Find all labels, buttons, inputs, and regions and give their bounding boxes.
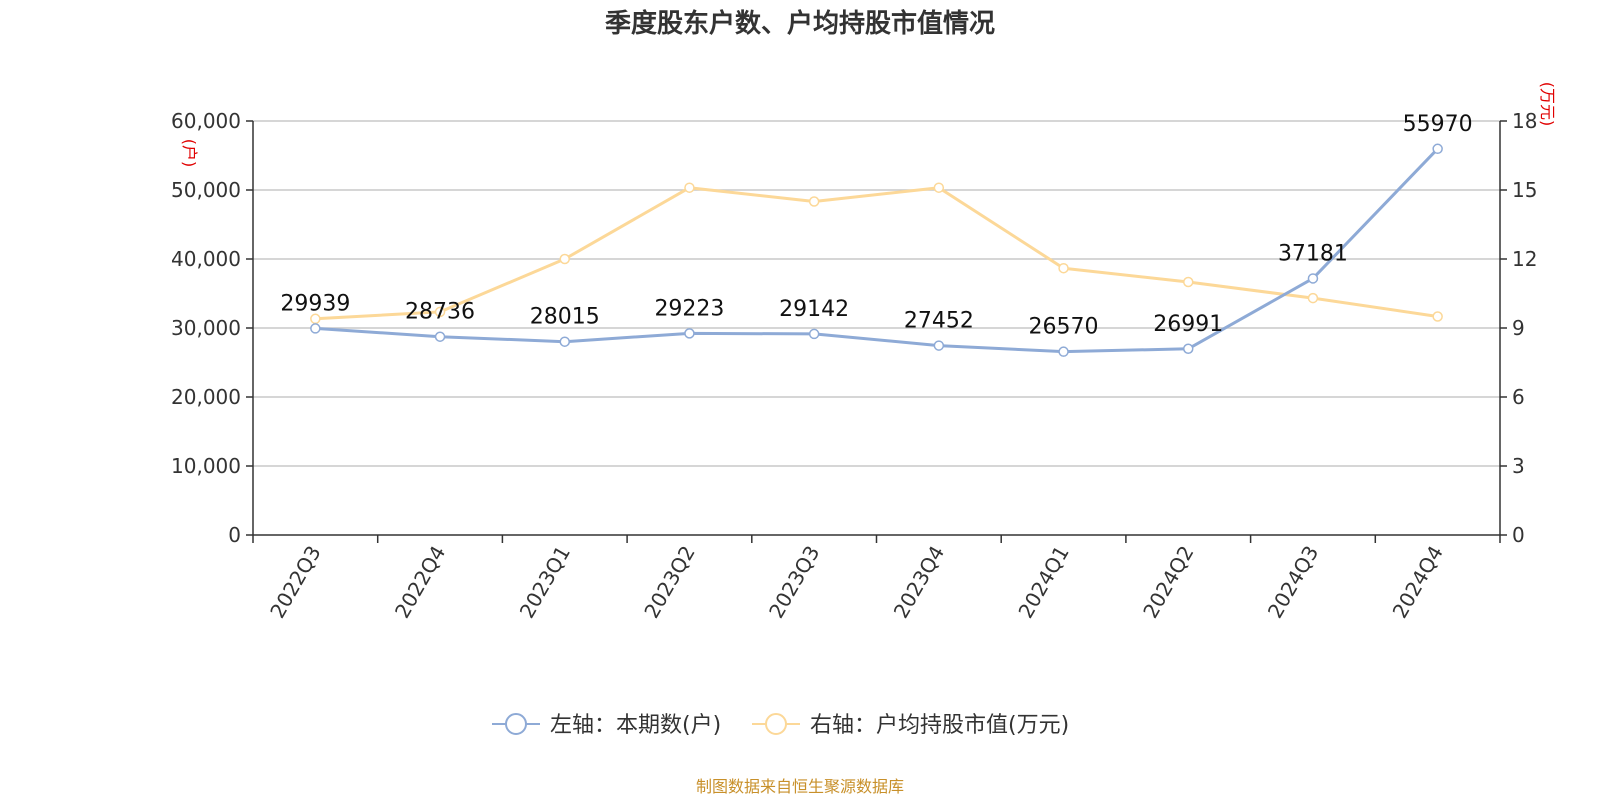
data-label: 37181: [1278, 241, 1348, 266]
right-axis-ticks: 0 3 6 9 12 15 18: [1500, 109, 1537, 547]
data-point-right[interactable]: [559, 253, 570, 265]
x-tick-label: 2022Q4: [390, 542, 450, 623]
data-point-right[interactable]: [684, 182, 695, 193]
x-tick-label: 2023Q1: [515, 542, 575, 623]
x-tick-label: 2024Q3: [1263, 542, 1323, 623]
data-label: 27452: [904, 309, 974, 334]
data-label: 28736: [405, 300, 475, 325]
series-layer: [310, 143, 1443, 357]
left-tick-label: 20,000: [171, 385, 241, 409]
data-label: 26570: [1029, 315, 1099, 340]
series-line-right: [315, 186, 1438, 321]
data-point-right[interactable]: [1432, 311, 1443, 322]
data-label: 26991: [1153, 312, 1223, 337]
left-tick-label: 60,000: [171, 109, 241, 133]
legend-label-right: 右轴：户均持股市值(万元): [810, 713, 1069, 738]
data-point-left[interactable]: [1307, 273, 1319, 284]
data-label: 29142: [779, 297, 849, 322]
x-tick-label: 2024Q4: [1388, 542, 1448, 623]
legend-label-left: 左轴：本期数(户): [550, 713, 721, 738]
right-tick-label: 6: [1512, 385, 1525, 409]
grid-lines: [253, 120, 1500, 467]
left-tick-label: 50,000: [171, 178, 241, 202]
data-point-left[interactable]: [1183, 343, 1194, 355]
left-tick-label: 0: [228, 523, 241, 547]
x-tick-label: 2024Q2: [1138, 542, 1198, 623]
legend-marker-circle-icon: [505, 713, 527, 735]
legend-item-right[interactable]: 右轴：户均持股市值(万元): [752, 713, 1069, 738]
right-tick-label: 0: [1512, 523, 1525, 547]
series-line-left: [315, 147, 1439, 354]
x-tick-label: 2023Q2: [639, 542, 699, 623]
right-tick-label: 15: [1512, 178, 1537, 202]
data-point-right[interactable]: [1307, 292, 1319, 304]
data-point-right[interactable]: [1183, 276, 1194, 288]
data-point-right[interactable]: [434, 306, 446, 318]
chart-title: 季度股东户数、户均持股市值情况: [605, 8, 995, 39]
legend: 左轴：本期数(户) 右轴：户均持股市值(万元): [492, 713, 1069, 738]
right-tick-label: 3: [1512, 454, 1525, 478]
series-left: [310, 143, 1443, 357]
data-label: 55970: [1403, 112, 1473, 137]
x-tick-label: 2023Q4: [889, 542, 949, 623]
x-tick-label: 2024Q1: [1013, 542, 1073, 623]
left-tick-label: 30,000: [171, 316, 241, 340]
data-source: 制图数据来自恒生聚源数据库: [696, 777, 904, 796]
data-point-left[interactable]: [559, 336, 570, 347]
right-tick-label: 12: [1512, 247, 1537, 271]
right-tick-label: 9: [1512, 316, 1525, 340]
right-tick-label: 18: [1512, 109, 1537, 133]
data-point-left[interactable]: [684, 328, 695, 339]
left-axis-ticks: 0 10,000 20,000 30,000 40,000 50,000 60,000: [171, 109, 253, 547]
data-point-right[interactable]: [808, 196, 820, 207]
data-point-left[interactable]: [808, 328, 820, 340]
data-point-left[interactable]: [434, 331, 446, 342]
right-axis-unit: (万元): [1538, 82, 1557, 127]
data-label: 29223: [654, 296, 724, 321]
data-point-left[interactable]: [310, 323, 321, 334]
data-label: 28015: [530, 305, 600, 330]
x-axis-ticks: 2022Q3 2022Q4 2023Q1 2023Q2 2023Q3 2023Q4 2024…: [252, 535, 1501, 623]
x-tick-label: 2023Q3: [764, 542, 824, 623]
data-point-left[interactable]: [1058, 346, 1069, 357]
x-tick-label: 2022Q3: [265, 542, 325, 623]
legend-marker-circle-icon: [765, 713, 787, 735]
data-labels: 29939 28736 28015 29223 29142 27452 26570 26991…: [280, 112, 1472, 340]
data-point-right[interactable]: [933, 182, 945, 193]
legend-item-left[interactable]: 左轴：本期数(户): [492, 713, 721, 738]
data-label: 29939: [280, 291, 350, 316]
data-point-left[interactable]: [1432, 143, 1443, 155]
left-axis-unit: (户): [180, 139, 199, 168]
data-point-right[interactable]: [1058, 262, 1069, 274]
data-point-left[interactable]: [933, 340, 945, 351]
left-tick-label: 40,000: [171, 247, 241, 271]
left-tick-label: 10,000: [171, 454, 241, 478]
